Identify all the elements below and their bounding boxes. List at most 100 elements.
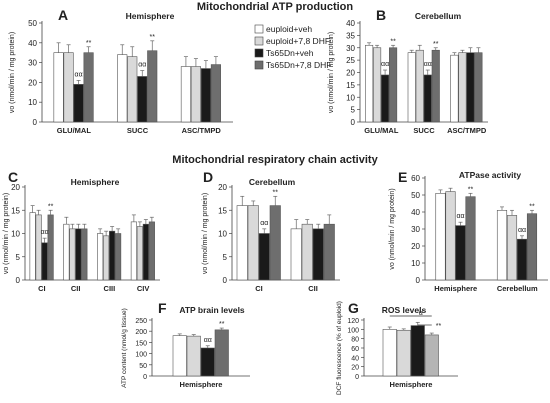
bar	[435, 193, 446, 281]
y-axis-label: vo (nmol/min / mg protein)	[328, 32, 335, 113]
bar	[29, 212, 36, 281]
y-tick-label: 60	[411, 174, 420, 183]
chart-panel-e: E ATPase activity 0 10 20 30 40 50 60 vo (nmol/mi…	[389, 169, 548, 293]
y-tick-label: 10	[11, 230, 20, 239]
bar	[142, 223, 149, 281]
significance-mark: αα	[424, 61, 432, 68]
significance-mark: **	[273, 189, 279, 196]
y-tick-label: 0	[143, 374, 147, 381]
y-axis-label: vo (nmol/min / mg protein)	[3, 193, 10, 274]
y-axis-label: vo (nmol/min / mg protein)	[202, 193, 209, 274]
significance-mark: αα	[260, 220, 268, 227]
bar	[458, 52, 467, 123]
bar	[269, 205, 281, 281]
y-tick-label: 100	[347, 327, 359, 334]
bar	[186, 335, 201, 377]
y-tick-label: 10	[411, 259, 420, 268]
y-tick-label: 150	[135, 340, 147, 347]
legend: euploid+veh euploid+7,8 DHF Ts65Dn+veh T…	[254, 24, 331, 70]
y-tick-label: 250	[135, 318, 147, 325]
bar	[136, 226, 143, 281]
panel-label: F	[158, 300, 167, 316]
y-tick-label: 40	[411, 208, 420, 217]
panel-title: Hemisphere	[71, 177, 120, 187]
bar	[382, 329, 397, 377]
bar	[53, 52, 64, 123]
legend-item: euploid+7,8 DHF	[254, 36, 330, 46]
bar	[97, 233, 104, 281]
y-tick-label: 50	[411, 191, 420, 200]
bar	[407, 52, 416, 123]
legend-item: Ts65Dn+7,8 DHF	[254, 60, 331, 70]
bar	[148, 221, 155, 281]
y-tick-label: 40	[28, 39, 37, 48]
panel-title: ATPase activity	[459, 170, 521, 180]
x-tick-label: Hemisphere	[390, 380, 433, 389]
significance-mark: αα	[518, 227, 526, 234]
x-tick-label: CI	[38, 284, 46, 293]
significance-mark: αα	[41, 229, 49, 236]
y-tick-label: 60	[351, 346, 359, 353]
bar	[381, 74, 390, 123]
bar	[47, 214, 54, 281]
figure-heading-atp: Mitochondrial ATP production	[197, 1, 354, 13]
y-tick-label: 20	[11, 183, 20, 192]
y-tick-label: 5	[351, 106, 356, 115]
y-tick-label: 0	[223, 276, 228, 285]
legend-label: euploid+7,8 DHF	[266, 36, 330, 46]
bar	[301, 223, 313, 281]
bar	[190, 66, 201, 123]
bar	[172, 335, 187, 377]
bar	[258, 233, 270, 281]
y-tick-label: 50	[28, 19, 37, 28]
legend-swatch	[254, 24, 264, 34]
bar	[516, 238, 528, 281]
significance-mark: **	[150, 34, 156, 41]
bar	[496, 210, 508, 281]
y-tick-label: 10	[346, 93, 355, 102]
bar	[526, 213, 538, 281]
figure-heading-respiratory: Mitochondrial respiratory chain activity	[172, 154, 378, 166]
x-tick-label: SUCC	[127, 126, 149, 135]
y-tick-label: 15	[346, 81, 355, 90]
bracket-label: **	[436, 323, 442, 330]
bar	[450, 54, 459, 123]
x-tick-label: ASC/TMPD	[182, 126, 222, 135]
bar	[423, 74, 432, 123]
y-tick-label: 30	[346, 44, 355, 53]
bar	[73, 84, 84, 123]
bar	[455, 225, 466, 281]
bar	[81, 228, 88, 281]
legend-label: Ts65Dn+veh	[266, 48, 314, 58]
y-tick-label: 30	[28, 59, 37, 68]
y-tick-label: 15	[11, 206, 20, 215]
significance-mark: **	[219, 321, 225, 328]
y-tick-label: 0	[355, 374, 359, 381]
bar	[445, 191, 456, 281]
y-tick-label: 40	[346, 19, 355, 28]
x-tick-label: CI	[255, 284, 263, 293]
bar	[247, 205, 259, 281]
x-tick-label: CIII	[104, 284, 116, 293]
bar	[63, 223, 70, 281]
x-tick-label: CIV	[137, 284, 150, 293]
legend-swatch	[254, 36, 264, 46]
legend-label: euploid+veh	[266, 24, 312, 34]
y-tick-label: 0	[416, 276, 421, 285]
bar	[127, 56, 138, 123]
chart-panel-g: G ROS levels 0 20 40 60 80 100 120 DCF fluorescen…	[336, 300, 458, 395]
y-tick-label: 5	[16, 253, 21, 262]
y-tick-label: 0	[351, 118, 356, 127]
y-tick-label: 20	[411, 242, 420, 251]
panel-title: ATP brain levels	[179, 305, 245, 315]
bar	[210, 64, 221, 123]
legend-item: Ts65Dn+veh	[254, 48, 314, 58]
bar	[396, 329, 411, 377]
y-tick-label: 20	[351, 365, 359, 372]
y-tick-label: 120	[347, 318, 359, 325]
bar	[200, 68, 211, 123]
significance-mark: αα	[75, 71, 83, 78]
